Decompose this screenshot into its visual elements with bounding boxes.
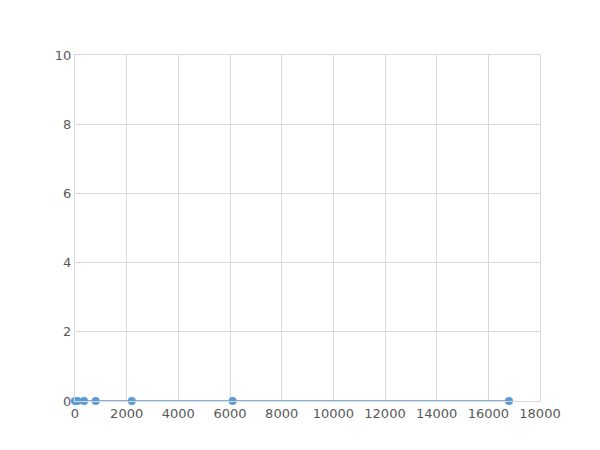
svg-text:4: 4 xyxy=(63,255,71,270)
svg-text:8000: 8000 xyxy=(265,406,298,421)
svg-text:6: 6 xyxy=(63,186,71,201)
svg-text:2000: 2000 xyxy=(110,406,143,421)
svg-text:14000: 14000 xyxy=(416,406,457,421)
svg-text:8: 8 xyxy=(63,117,71,132)
svg-text:0: 0 xyxy=(71,406,79,421)
svg-text:18000: 18000 xyxy=(519,406,560,421)
svg-text:10: 10 xyxy=(55,48,72,63)
svg-text:2: 2 xyxy=(63,324,71,339)
svg-text:10000: 10000 xyxy=(313,406,354,421)
svg-text:12000: 12000 xyxy=(364,406,405,421)
svg-text:4000: 4000 xyxy=(162,406,195,421)
svg-text:6000: 6000 xyxy=(213,406,246,421)
svg-text:16000: 16000 xyxy=(468,406,509,421)
svg-text:0: 0 xyxy=(63,394,71,409)
